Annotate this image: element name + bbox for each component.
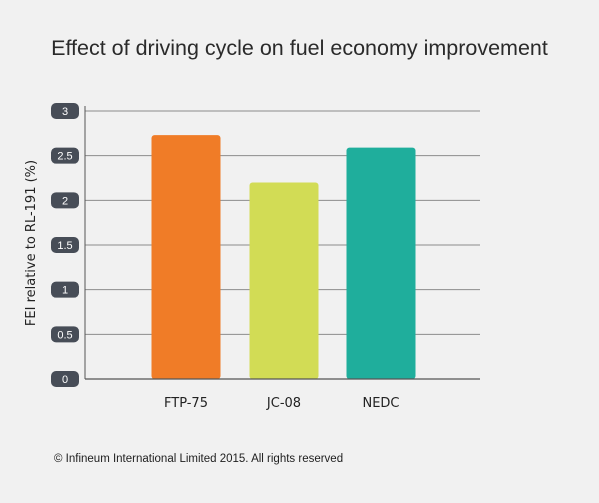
y-tick-badge (51, 147, 79, 164)
y-axis-label: FEI relative to RL-191 (%) (24, 160, 39, 326)
y-tick-badge (51, 192, 79, 209)
x-tick-label: FTP-75 (164, 396, 208, 411)
chart-title: Effect of driving cycle on fuel economy … (51, 36, 548, 60)
bar-nedc (346, 147, 416, 379)
y-tick-label: 1 (62, 285, 68, 297)
y-tick-label: 1.5 (57, 240, 72, 252)
bars (151, 135, 416, 379)
y-tick-label: 2 (62, 195, 68, 207)
x-tick-label: JC-08 (266, 396, 301, 411)
y-tick-badge (51, 103, 79, 119)
y-tick-badge (51, 237, 79, 253)
y-tick-badge (51, 371, 79, 387)
bar-ftp-75 (151, 135, 221, 379)
y-tick-badge (51, 281, 79, 298)
y-tick-label: 0.5 (57, 329, 72, 341)
bar-jc-08 (249, 182, 319, 379)
y-tick-label: 3 (62, 106, 68, 118)
axes (84, 106, 480, 380)
copyright-notice: © Infineum International Limited 2015. A… (54, 453, 344, 465)
y-tick-badge (51, 326, 79, 343)
y-tick-label: 0 (62, 374, 68, 386)
y-tick-labels: 0 0.5 1 1.5 2 2.5 3 (51, 103, 79, 387)
x-tick-labels: FTP-75 JC-08 NEDC (164, 396, 400, 411)
y-tick-label: 2.5 (57, 151, 72, 163)
x-tick-label: NEDC (362, 396, 399, 411)
